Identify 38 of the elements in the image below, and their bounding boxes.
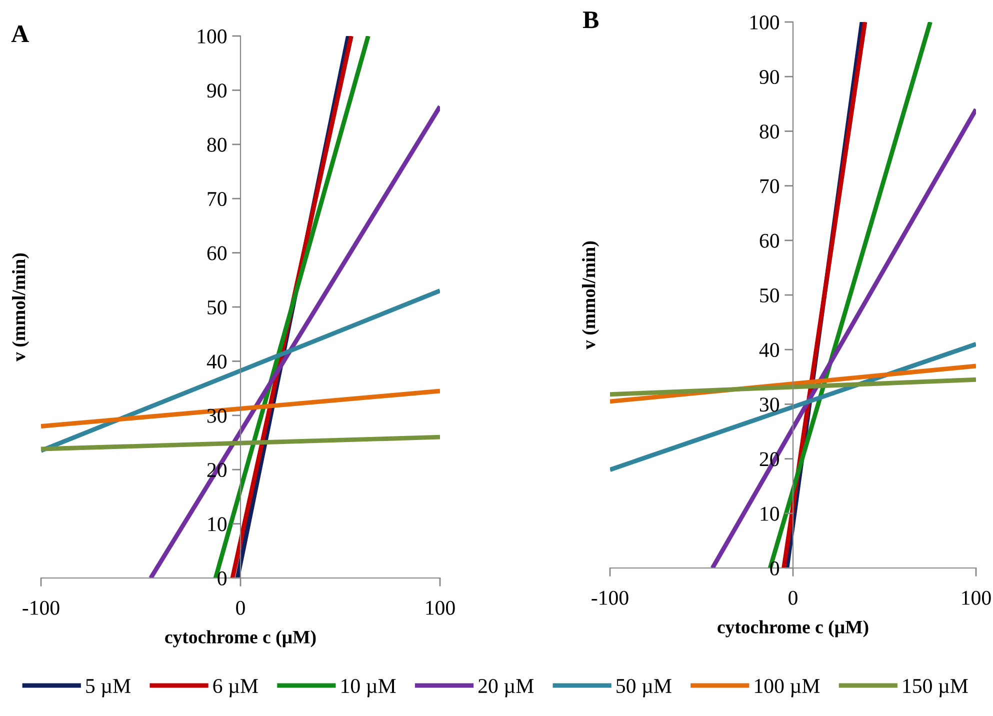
y-axis-title: v (mmol/min) [582, 241, 600, 350]
x-tick-label: 100 [962, 590, 991, 605]
y-tick-label: 40 [206, 354, 227, 369]
chart-title: A [11, 26, 29, 42]
x-tick-label: 0 [236, 600, 245, 615]
y-tick-label: 90 [207, 84, 227, 98]
y-tick-label: 10 [760, 506, 780, 521]
legend-label: 20 µM [478, 678, 534, 698]
x-tick-label: 100 [426, 600, 455, 615]
y-tick-label: 30 [760, 398, 780, 412]
y-tick-label: 0 [770, 561, 780, 576]
y-tick-label: 100 [198, 29, 227, 44]
y-tick-label: 80 [760, 124, 780, 139]
legend-label: 6 µM [213, 679, 258, 698]
y-tick-label: 40 [759, 342, 780, 358]
legend-label: 5 µM [86, 679, 130, 698]
x-tick-label: -100 [22, 600, 60, 615]
y-tick-label: 70 [208, 192, 227, 206]
y-axis-title: v (mmol/min) [12, 253, 30, 362]
x-tick-label: 0 [788, 590, 798, 605]
y-tick-label: 50 [760, 288, 780, 302]
y-tick-label: 10 [208, 517, 227, 532]
legend-label: 150 µM [903, 678, 968, 698]
y-tick-label: 0 [218, 571, 227, 586]
x-tick-label: -100 [592, 590, 628, 605]
x-axis-title: cytochrome c (µM) [718, 620, 868, 638]
y-tick-label: 90 [760, 70, 780, 84]
x-axis-title: cytochrome c (µM) [165, 630, 316, 648]
legend-label: 100 µM [755, 678, 820, 698]
y-tick-label: 100 [750, 15, 780, 30]
y-tick-label: 60 [207, 246, 227, 260]
y-tick-label: 80 [207, 138, 227, 152]
legend-label: 50 µM [616, 678, 672, 698]
y-tick-label: 60 [760, 234, 780, 248]
legend-label: 10 µM [342, 678, 396, 698]
y-tick-label: 70 [760, 179, 780, 194]
y-tick-label: 50 [208, 300, 227, 314]
chart-title: B [582, 12, 599, 28]
